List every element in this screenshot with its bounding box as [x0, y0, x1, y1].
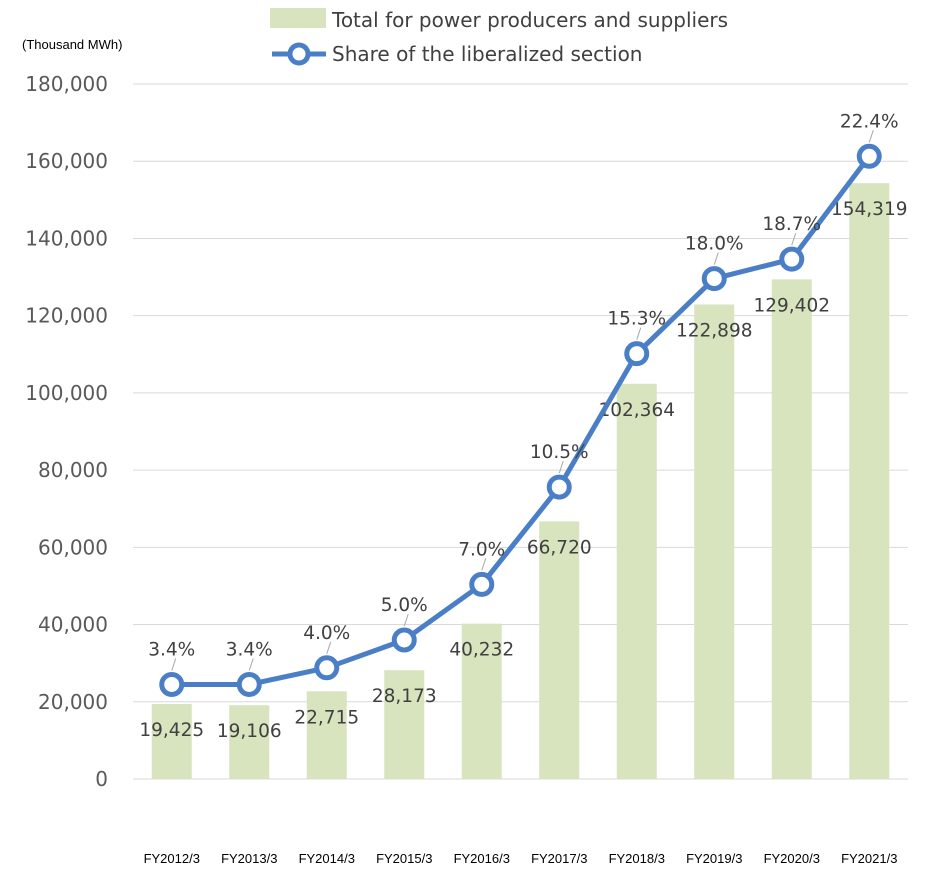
bar-data-label: 154,319 [831, 199, 908, 220]
share-data-label: 5.0% [381, 595, 428, 616]
y-tick-label: 80,000 [38, 458, 108, 482]
leader-line [791, 232, 797, 246]
bar [461, 623, 502, 779]
share-point [236, 671, 262, 697]
bar [306, 691, 347, 779]
bar-data-label: 19,106 [217, 721, 282, 742]
y-axis-unit-label: (Thousand MWh) [22, 37, 122, 52]
y-tick-label: 20,000 [38, 690, 108, 714]
x-tick-label: FY2012/3 [144, 851, 200, 866]
leader-line [171, 658, 177, 671]
share-point [779, 246, 805, 272]
share-data-label: 10.5% [530, 442, 589, 463]
leader-line [481, 558, 487, 571]
bar [229, 705, 270, 779]
share-point [159, 671, 185, 697]
bar-data-label: 129,402 [753, 295, 830, 316]
bar [384, 670, 425, 779]
bar-data-label: 40,232 [449, 640, 514, 661]
share-point [701, 266, 727, 292]
share-data-labels: 3.4% 3.4% 4.0% 5.0% 7.0% 10.5% 15.3% 18.0% 18.7%… [148, 111, 899, 671]
y-tick-label: 120,000 [25, 304, 108, 328]
legend-bar-label: Total for power producers and suppliers [331, 8, 728, 32]
x-tick-label: FY2015/3 [376, 851, 432, 866]
bar-data-label: 122,898 [676, 320, 753, 341]
bar-data-label: 19,425 [139, 720, 204, 741]
x-tick-label: FY2017/3 [531, 851, 587, 866]
share-data-label: 3.4% [148, 639, 195, 660]
x-tick-label: FY2020/3 [764, 851, 820, 866]
y-tick-label: 0 [95, 767, 108, 791]
x-axis-ticks: FY2012/3 FY2013/3 FY2014/3 FY2015/3 FY2016/3… [144, 851, 898, 866]
x-tick-label: FY2013/3 [221, 851, 277, 866]
leader-line [868, 130, 874, 143]
share-data-label: 7.0% [458, 539, 505, 560]
share-line [159, 143, 882, 697]
legend-line-label: Share of the liberalized section [332, 42, 642, 66]
leader-line [403, 613, 409, 627]
bar [539, 521, 580, 779]
share-point [469, 571, 495, 597]
y-tick-label: 180,000 [25, 72, 108, 96]
y-tick-label: 140,000 [25, 226, 108, 250]
bar [616, 383, 657, 779]
y-tick-label: 100,000 [25, 381, 108, 405]
bar [849, 183, 890, 779]
x-tick-label: FY2021/3 [841, 851, 897, 866]
bar-data-labels: 19,425 19,106 22,715 28,173 40,232 66,720 102,… [139, 199, 907, 742]
share-data-label: 22.4% [840, 111, 899, 132]
y-tick-label: 60,000 [38, 535, 108, 559]
legend-bar-swatch [270, 8, 326, 28]
leader-line [558, 460, 564, 474]
leader-line [713, 252, 719, 265]
share-point [546, 474, 572, 500]
bar-data-label: 102,364 [598, 400, 675, 421]
x-tick-label: FY2014/3 [299, 851, 355, 866]
x-tick-label: FY2018/3 [609, 851, 665, 866]
share-point [391, 627, 417, 653]
bars [151, 183, 890, 779]
y-tick-label: 160,000 [25, 149, 108, 173]
x-tick-label: FY2019/3 [686, 851, 742, 866]
share-point [856, 143, 882, 169]
leader-line [326, 641, 332, 654]
share-data-label: 4.0% [303, 623, 350, 644]
bar-data-label: 66,720 [527, 537, 592, 558]
share-data-label: 3.4% [226, 639, 273, 660]
share-data-label: 18.7% [762, 214, 821, 235]
y-axis-ticks: 0 20,000 40,000 60,000 80,000 100,000 120,000 1… [25, 72, 108, 791]
leader-line [636, 327, 642, 340]
share-line-path [171, 154, 872, 687]
share-data-label: 18.0% [685, 234, 744, 255]
share-data-label: 15.3% [607, 309, 666, 330]
bar [151, 703, 192, 779]
share-point [314, 655, 340, 681]
bar [694, 304, 735, 779]
bar-data-label: 22,715 [294, 707, 359, 728]
legend-line-marker [287, 42, 311, 66]
bar [771, 279, 812, 779]
share-point [624, 341, 650, 367]
x-tick-label: FY2016/3 [454, 851, 510, 866]
leader-line [248, 658, 254, 671]
y-tick-label: 40,000 [38, 613, 108, 637]
legend: Total for power producers and suppliers … [270, 8, 728, 66]
bar-data-label: 28,173 [372, 686, 437, 707]
